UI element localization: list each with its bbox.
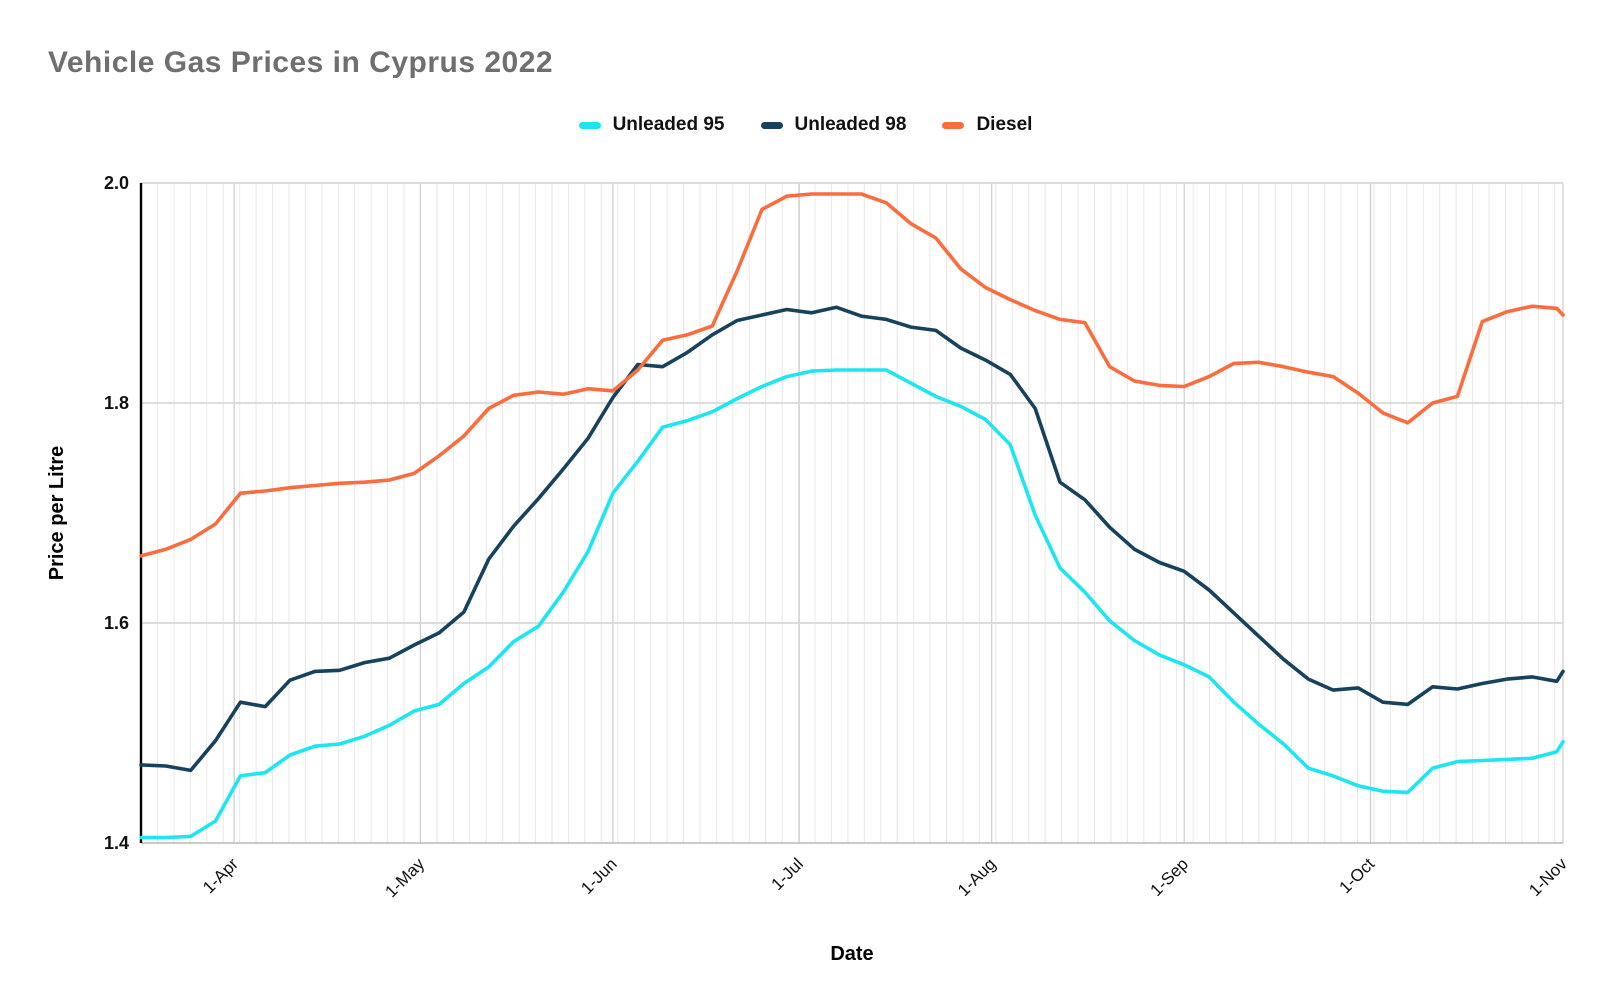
legend-label: Diesel [976, 114, 1033, 135]
legend-swatch-icon [942, 121, 965, 129]
legend-label: Unleaded 95 [612, 114, 725, 135]
y-tick-label: 2.0 [104, 173, 129, 193]
legend-swatch-icon [760, 121, 783, 129]
x-axis-title: Date [830, 943, 873, 965]
chart-title: Vehicle Gas Prices in Cyprus 2022 [48, 46, 554, 79]
series-line-unleaded-98 [139, 305, 1565, 773]
x-tick-label: 1-Aug [954, 854, 1000, 900]
legend-item-unleaded-98[interactable]: Unleaded 98 [760, 114, 907, 136]
legend-label: Unleaded 98 [794, 114, 907, 135]
legend-item-unleaded-95[interactable]: Unleaded 95 [578, 114, 725, 136]
x-tick-label: 1-Jun [577, 854, 621, 898]
x-tick-label: 1-Oct [1336, 854, 1379, 897]
x-tick-label: 1-Jul [768, 854, 807, 893]
x-tick-label: 1-Nov [1525, 854, 1571, 900]
y-tick-label: 1.8 [104, 393, 129, 413]
x-tick-label: 1-Apr [199, 854, 242, 897]
chart-legend: Unleaded 95 Unleaded 98 Diesel [0, 114, 1611, 136]
y-tick-label: 1.6 [104, 613, 129, 633]
y-axis-title: Price per Litre [46, 446, 68, 581]
legend-item-diesel[interactable]: Diesel [942, 114, 1032, 136]
x-tick-label: 1-Sep [1147, 854, 1193, 900]
x-tick-label: 1-May [381, 854, 428, 901]
series-line-diesel [139, 192, 1565, 558]
series-line-unleaded-95 [139, 368, 1565, 840]
legend-swatch-icon [578, 121, 601, 129]
y-tick-label: 1.4 [104, 833, 129, 853]
